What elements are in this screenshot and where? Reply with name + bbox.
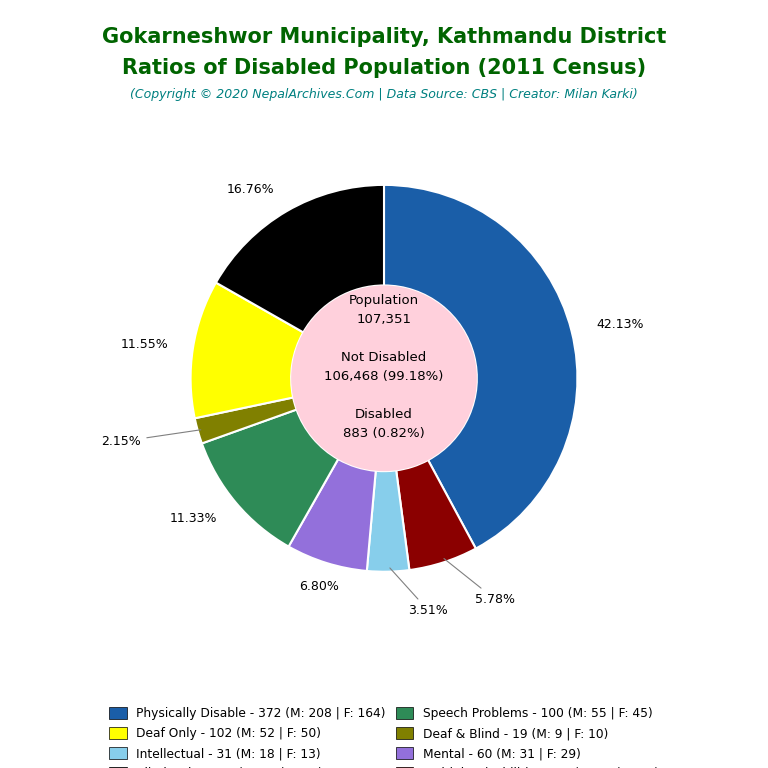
Legend: Physically Disable - 372 (M: 208 | F: 164), Deaf Only - 102 (M: 52 | F: 50), Int: Physically Disable - 372 (M: 208 | F: 16… bbox=[110, 707, 658, 768]
Text: Gokarneshwor Municipality, Kathmandu District: Gokarneshwor Municipality, Kathmandu Dis… bbox=[102, 27, 666, 47]
Text: Ratios of Disabled Population (2011 Census): Ratios of Disabled Population (2011 Cens… bbox=[122, 58, 646, 78]
Wedge shape bbox=[289, 459, 376, 571]
Text: 42.13%: 42.13% bbox=[596, 318, 644, 331]
Wedge shape bbox=[216, 185, 384, 333]
Wedge shape bbox=[396, 460, 476, 570]
Circle shape bbox=[291, 286, 477, 471]
Text: 6.80%: 6.80% bbox=[299, 581, 339, 594]
Wedge shape bbox=[367, 470, 409, 571]
Wedge shape bbox=[190, 283, 303, 419]
Text: (Copyright © 2020 NepalArchives.Com | Data Source: CBS | Creator: Milan Karki): (Copyright © 2020 NepalArchives.Com | Da… bbox=[130, 88, 638, 101]
Text: 3.51%: 3.51% bbox=[390, 568, 448, 617]
Text: 11.55%: 11.55% bbox=[121, 338, 168, 351]
Text: 5.78%: 5.78% bbox=[444, 558, 515, 606]
Wedge shape bbox=[384, 185, 578, 548]
Text: 11.33%: 11.33% bbox=[169, 512, 217, 525]
Wedge shape bbox=[202, 409, 338, 547]
Wedge shape bbox=[195, 398, 296, 443]
Text: Population
107,351

Not Disabled
106,468 (99.18%)

Disabled
883 (0.82%): Population 107,351 Not Disabled 106,468 … bbox=[324, 293, 444, 440]
Text: 2.15%: 2.15% bbox=[101, 430, 200, 448]
Text: 16.76%: 16.76% bbox=[227, 183, 274, 196]
